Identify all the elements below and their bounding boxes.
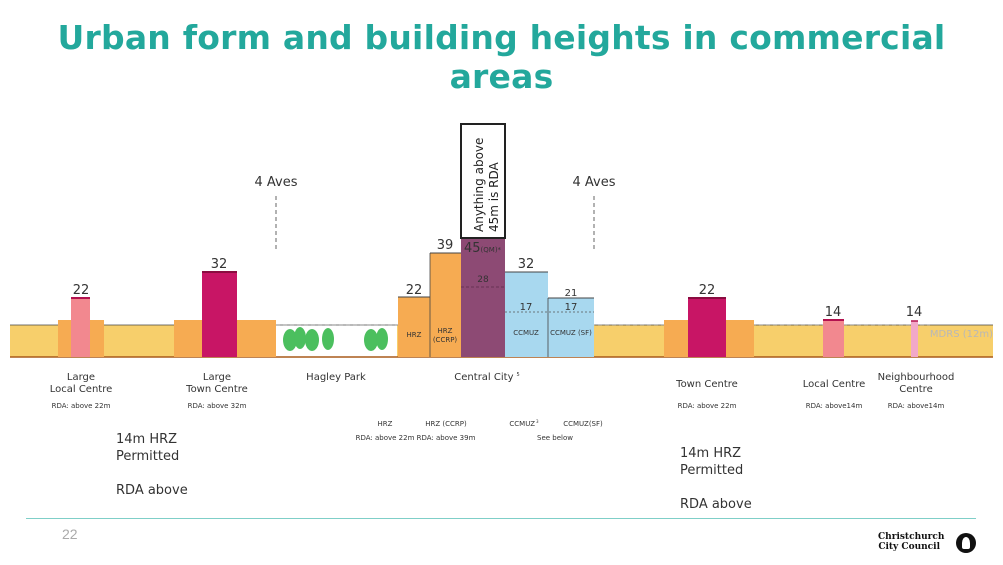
sub-ccmuz-rda: See below <box>537 434 573 442</box>
sub-hrz-rda: RDA: above 22m <box>356 434 415 442</box>
aves-left-label: 4 Aves <box>255 175 298 190</box>
place-local: Local Centre <box>803 379 866 390</box>
hrz-bar <box>398 297 430 357</box>
local-bar <box>823 320 844 357</box>
height-ccmuz: 32 <box>518 257 535 272</box>
place-central: Central City 5 <box>454 372 519 383</box>
height-hrz: 22 <box>406 283 423 298</box>
rda-large-town: RDA: above 32m <box>188 402 247 410</box>
neigh-bar <box>911 321 918 357</box>
ccmuz-sf-bar <box>548 298 594 357</box>
sub-ccmuz: CCMUZ3 <box>509 419 539 428</box>
height-local: 14 <box>825 305 842 320</box>
note-right: 14m HRZ Permitted RDA above <box>680 446 752 512</box>
rda-town: RDA: above 22m <box>678 402 737 410</box>
sub-ccmuz-sf: CCMUZ(SF) <box>563 420 603 428</box>
bar-label-hrz-ccrp: HRZ (CCRP) <box>433 327 458 344</box>
page-number: 22 <box>62 526 78 542</box>
place-neigh: Neighbourhood Centre <box>878 372 955 395</box>
rda-large-local: RDA: above 22m <box>52 402 111 410</box>
aves-right-label: 4 Aves <box>573 175 616 190</box>
council-logo-text: Christchurch City Council <box>878 532 945 552</box>
rda-callout-box <box>460 123 506 239</box>
height-large-town: 32 <box>211 257 228 272</box>
bar-label-hrz: HRZ <box>407 331 422 339</box>
rda-local: RDA: above14m <box>806 402 863 410</box>
place-large-town: Large Town Centre <box>185 372 248 395</box>
height-ccmuz-sf: 21 <box>565 288 578 299</box>
height-central-inner: 28 <box>477 275 489 285</box>
height-ccmuz-17b: 17 <box>565 302 578 313</box>
large-local-bar <box>71 298 90 357</box>
place-hagley: Hagley Park <box>306 372 366 383</box>
building-heights-diagram: 4 Aves 4 Aves 22 32 22 39 45(QM)* 28 32 … <box>10 123 993 442</box>
height-hrz-ccrp: 39 <box>437 238 454 253</box>
footer-divider <box>26 518 976 519</box>
logo-line-1: Christchurch <box>878 532 945 542</box>
height-large-local: 22 <box>73 283 90 298</box>
ccmuz-bar <box>505 272 548 357</box>
place-town: Town Centre <box>675 379 738 390</box>
town-bar <box>688 298 726 357</box>
logo-line-2: City Council <box>878 542 940 552</box>
large-town-bar <box>202 272 237 357</box>
height-town: 22 <box>699 283 716 298</box>
slide-title: Urban form and building heights in comme… <box>57 18 946 96</box>
place-large-local: Large Local Centre <box>50 372 113 395</box>
height-neigh: 14 <box>906 305 923 320</box>
rda-callout-text: Anything above45m is RDA <box>472 138 501 232</box>
height-central: 45(QM)* <box>464 241 502 256</box>
sub-hrz-ccrp: HRZ (CCRP) <box>425 420 467 428</box>
hagley-park-trees <box>283 327 388 351</box>
sub-hrz-ccrp-rda: RDA: above 39m <box>417 434 476 442</box>
mdrs-label: MDRS (12m) <box>930 329 993 340</box>
hrz-ccrp-bar <box>430 253 461 357</box>
note-left: 14m HRZ Permitted RDA above <box>116 432 188 498</box>
sub-hrz: HRZ <box>378 420 393 428</box>
rda-neigh: RDA: above14m <box>888 402 945 410</box>
bar-label-ccmuz: CCMUZ <box>513 329 539 337</box>
council-logo-icon <box>956 533 976 553</box>
central-city-bar <box>461 238 505 357</box>
height-ccmuz-17a: 17 <box>520 302 533 313</box>
bar-label-ccmuz-sf: CCMUZ (SF) <box>550 329 592 337</box>
